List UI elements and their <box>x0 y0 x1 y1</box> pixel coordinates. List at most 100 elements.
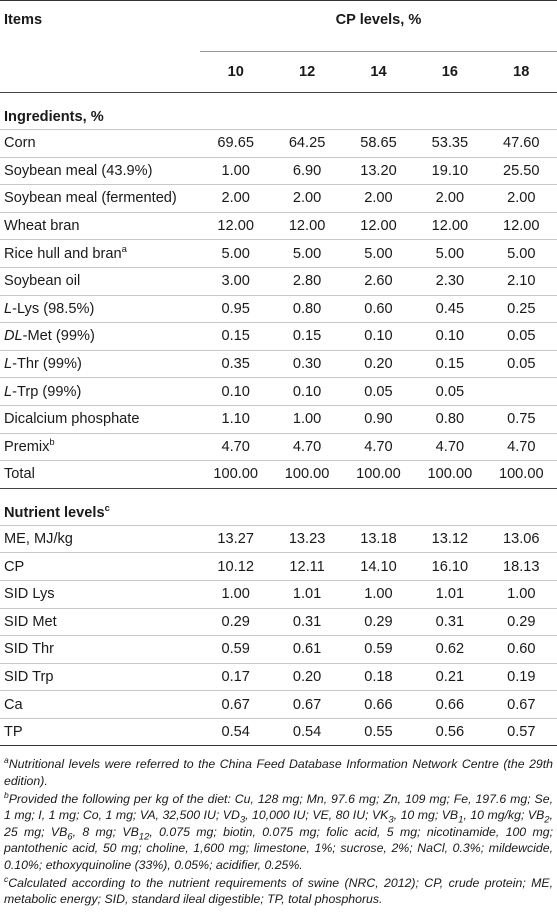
cell-value: 1.01 <box>271 579 343 608</box>
row-label-text: Total <box>4 466 35 483</box>
row-label: SID Trp <box>0 662 200 691</box>
cell-value: 0.75 <box>485 404 557 434</box>
table-row: SID Thr 0.59 0.61 0.59 0.62 0.60 <box>0 635 557 664</box>
row-label-text: Premix <box>4 438 50 455</box>
cell-value: 0.66 <box>342 690 415 719</box>
level-header: 18 <box>513 64 530 80</box>
cell-value: 0.15 <box>414 349 486 378</box>
cell-value: 2.00 <box>342 184 415 213</box>
cell-value: 0.60 <box>485 635 557 664</box>
table-row: Premixb 4.70 4.70 4.70 4.70 4.70 <box>0 432 557 461</box>
cell-value: 0.29 <box>342 607 415 636</box>
cell-value: 100.00 <box>200 460 272 489</box>
level-header: 16 <box>441 64 458 80</box>
cell-value: 0.19 <box>485 662 557 691</box>
footnote-text: Calculated according to the nutrient req… <box>4 875 553 907</box>
row-label-text: Corn <box>4 135 36 152</box>
table-row: Rice hull and brana 5.00 5.00 5.00 5.00 5.00 <box>0 239 557 268</box>
footnote-mark: a <box>4 755 9 766</box>
table-row: CP 10.12 12.11 14.10 16.10 18.13 <box>0 552 557 581</box>
cell-value: 4.70 <box>342 432 415 461</box>
footnote-a: aNutritional levels were referred to the… <box>4 756 553 789</box>
section-title-text: Nutrient levels <box>4 504 105 521</box>
footnote-subscript: 3 <box>388 814 394 826</box>
cell-value: 0.67 <box>200 690 272 719</box>
cell-value: 58.65 <box>342 129 415 158</box>
header-row-2: 10 12 14 16 18 <box>0 52 557 93</box>
table-row: Total 100.00 100.00 100.00 100.00 100.00 <box>0 460 557 489</box>
table-row: L-Trp (99%) 0.10 0.10 0.05 0.05 <box>0 377 557 406</box>
row-label-text: SID Thr <box>4 641 55 658</box>
cell-value: 1.00 <box>200 156 272 185</box>
cell-value: 100.00 <box>271 460 343 489</box>
footnote-text: Provided the following per kg of the die… <box>4 791 553 823</box>
footnote-subscript: 12 <box>138 831 150 843</box>
cell-value: 0.10 <box>414 322 486 351</box>
cell-value: 13.12 <box>414 524 486 553</box>
cell-value: 4.70 <box>271 432 343 461</box>
table-row: SID Lys 1.00 1.01 1.00 1.01 1.00 <box>0 579 557 608</box>
cell-value: 1.10 <box>200 404 272 434</box>
table-row: ME, MJ/kg 13.27 13.23 13.18 13.12 13.06 <box>0 524 557 553</box>
row-label-text: TP <box>4 724 23 741</box>
table-row: Soybean meal (fermented) 2.00 2.00 2.00 2.00… <box>0 184 557 213</box>
row-label-prefix: L <box>4 300 13 317</box>
table-row: Ca 0.67 0.67 0.66 0.66 0.67 <box>0 690 557 719</box>
cell-value: 12.00 <box>342 211 415 240</box>
footnote-ref: c <box>104 502 110 514</box>
cell-value: 12.00 <box>200 211 272 240</box>
table-row: Wheat bran 12.00 12.00 12.00 12.00 12.00 <box>0 211 557 240</box>
row-label-text: ME, MJ/kg <box>4 531 73 548</box>
footnote-text: , 10 mg/kg; VB <box>463 808 545 823</box>
cell-value: 13.06 <box>485 524 557 553</box>
footnote-text: , 25 mg; VB <box>4 808 554 839</box>
cell-value: 1.00 <box>485 579 557 608</box>
cell-value: 12.00 <box>271 211 343 240</box>
cell-value: 64.25 <box>271 129 343 158</box>
cell-value: 100.00 <box>342 460 415 489</box>
cell-value: 2.00 <box>485 184 557 213</box>
footnote-subscript: 1 <box>458 814 464 826</box>
cell-value: 6.90 <box>271 156 343 185</box>
cell-value: 13.27 <box>200 524 272 553</box>
row-label: Ca <box>0 690 200 719</box>
row-label-text: SID Trp <box>4 668 54 685</box>
row-label: Soybean meal (43.9%) <box>0 156 200 185</box>
row-label-prefix: L <box>4 356 13 373</box>
cell-value: 3.00 <box>200 266 272 296</box>
cell-value: 10.12 <box>200 552 272 581</box>
row-label: SID Thr <box>0 635 200 664</box>
cell-value: 2.80 <box>271 266 343 296</box>
footnote-subscript: 6 <box>67 831 73 843</box>
cell-value: 0.54 <box>271 717 343 747</box>
table-row: L-Lys (98.5%) 0.95 0.80 0.60 0.45 0.25 <box>0 294 557 323</box>
cell-value: 13.20 <box>342 156 415 185</box>
table-row: Soybean meal (43.9%) 1.00 6.90 13.20 19.10 25… <box>0 156 557 185</box>
cell-value: 0.54 <box>200 717 272 747</box>
cell-value: 1.00 <box>200 579 272 608</box>
footnote-text: , 8 mg; VB <box>72 824 139 839</box>
cell-value: 0.30 <box>271 349 343 378</box>
row-label: TP <box>0 717 200 747</box>
cell-value: 4.70 <box>200 432 272 461</box>
cell-value: 0.15 <box>200 322 272 351</box>
row-label: Dicalcium phosphate <box>0 404 200 434</box>
items-header: Items <box>0 0 200 52</box>
table-row: Corn 69.65 64.25 58.65 53.35 47.60 <box>0 129 557 158</box>
cell-value: 100.00 <box>414 460 486 489</box>
cell-value: 0.15 <box>271 322 343 351</box>
section-title-text: Ingredients, % <box>4 109 104 125</box>
diet-composition-table: Items CP levels, % 10 12 14 16 18 Ingred… <box>0 0 557 747</box>
cell-value: 0.10 <box>271 377 343 406</box>
cell-value: 14.10 <box>342 552 415 581</box>
cell-value: 0.31 <box>271 607 343 636</box>
row-label: L-Trp (99%) <box>0 377 200 406</box>
cell-value: 4.70 <box>485 432 557 461</box>
row-label: Soybean oil <box>0 266 200 296</box>
cell-value: 4.70 <box>414 432 486 461</box>
cell-value: 1.00 <box>342 579 415 608</box>
footnote-text: , 0.075 mg; biotin, 0.075 mg; folic acid… <box>4 824 553 873</box>
row-label-text: Ca <box>4 696 23 713</box>
cell-value: 0.05 <box>342 377 415 406</box>
cell-value: 0.57 <box>485 717 557 747</box>
